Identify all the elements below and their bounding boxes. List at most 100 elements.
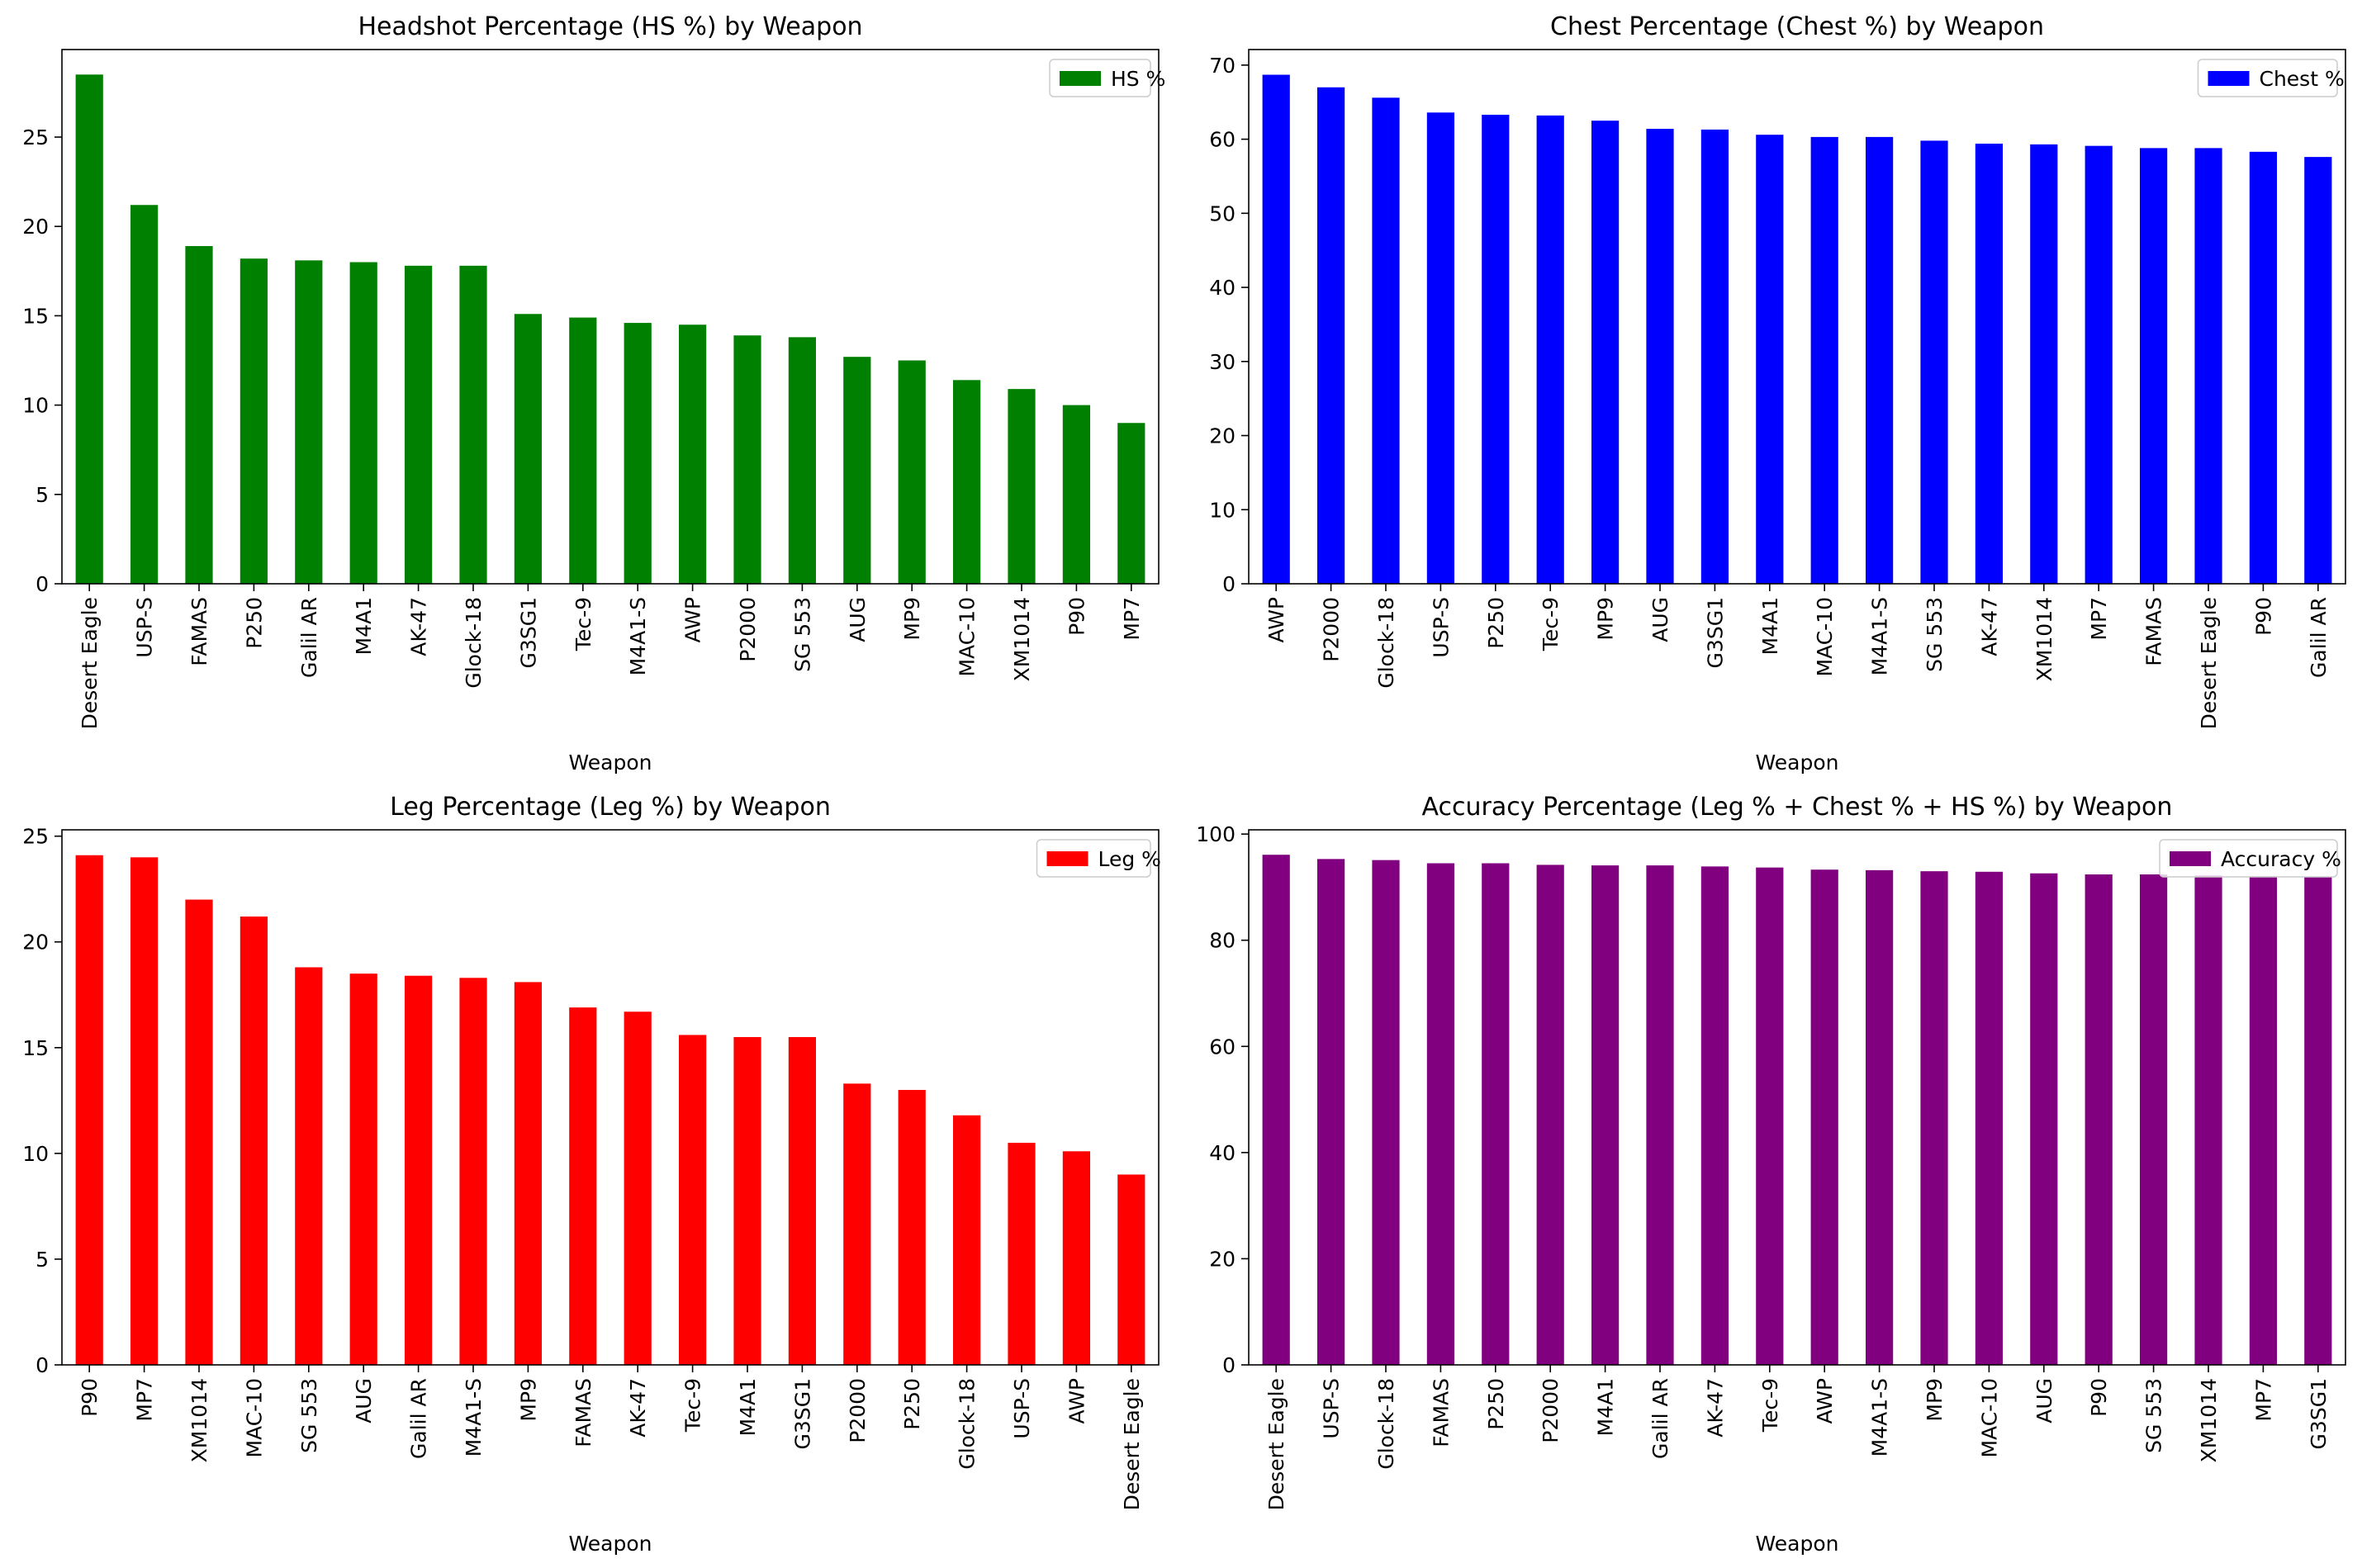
bar xyxy=(1426,863,1454,1365)
chart-panel-2: Chest Percentage (Chest %) by Weapon 0 10 2… xyxy=(1209,12,2346,775)
x-tick-label: MP7 xyxy=(1120,597,1144,641)
y-tick-label: 0 xyxy=(1222,572,1236,596)
axes-frame xyxy=(61,829,1160,1366)
x-tick-label: SG 553 xyxy=(1923,597,1947,672)
x-tick-label: M4A1-S xyxy=(462,1378,486,1457)
x-tick-label: P90 xyxy=(78,1378,102,1417)
bar xyxy=(130,857,159,1365)
x-tick-label: Glock-18 xyxy=(462,597,486,689)
x-tick-label: Galil AR xyxy=(1648,1378,1672,1459)
x-tick-label: P250 xyxy=(1484,1378,1508,1430)
bar xyxy=(1372,97,1400,584)
x-tick-label: Glock-18 xyxy=(1374,1378,1398,1470)
y-tick-label: 50 xyxy=(1209,201,1236,225)
x-tick-label: P250 xyxy=(900,1378,924,1430)
bar xyxy=(2140,148,2168,585)
x-tick-label: P2000 xyxy=(1539,1378,1563,1443)
x-tick-label: MAC-10 xyxy=(956,597,979,677)
x-tick-label: MAC-10 xyxy=(1977,1378,2001,1458)
x-tick-label: Glock-18 xyxy=(1374,597,1398,689)
y-tick-label: 25 xyxy=(22,825,49,849)
bar xyxy=(459,265,487,584)
bar xyxy=(1975,871,2003,1365)
x-tick-label: P250 xyxy=(242,597,266,649)
legend-label: Accuracy % xyxy=(2221,847,2341,871)
bar xyxy=(75,855,103,1365)
y-tick-label: 0 xyxy=(36,1353,49,1377)
bar xyxy=(1646,129,1674,584)
x-tick-label: MAC-10 xyxy=(1813,597,1837,677)
bar xyxy=(185,246,213,584)
bar xyxy=(1482,863,1510,1365)
chart-title: Headshot Percentage (HS %) by Weapon xyxy=(358,12,862,41)
x-tick-label: P2000 xyxy=(736,597,760,662)
x-tick-label: SG 553 xyxy=(2142,1378,2166,1453)
bar xyxy=(569,1007,597,1365)
bar xyxy=(843,1083,871,1365)
bar xyxy=(2085,874,2113,1365)
bar xyxy=(295,967,323,1365)
y-tick-label: 10 xyxy=(22,1142,49,1166)
y-tick-label: 15 xyxy=(22,304,49,328)
x-axis-label: Weapon xyxy=(1756,751,1839,775)
bar xyxy=(1317,87,1345,584)
x-tick-label: P90 xyxy=(2087,1378,2111,1417)
bar xyxy=(514,314,542,584)
x-tick-label: Desert Eagle xyxy=(1264,1378,1288,1510)
x-tick-label: Galil AR xyxy=(2307,597,2331,678)
x-axis-label: Weapon xyxy=(1756,1532,1839,1556)
x-tick-label: P2000 xyxy=(846,1378,870,1443)
bar xyxy=(405,975,433,1365)
bar xyxy=(1008,1143,1036,1365)
x-tick-label: FAMAS xyxy=(572,1378,595,1447)
bar xyxy=(679,1035,707,1365)
chart-title: Leg Percentage (Leg %) by Weapon xyxy=(390,793,831,822)
bar xyxy=(349,973,377,1365)
axes-frame xyxy=(1248,49,2346,585)
bar xyxy=(1536,115,1564,584)
bar xyxy=(240,917,268,1365)
bar xyxy=(295,260,323,584)
chart-panel-4: Accuracy Percentage (Leg % + Chest % + H… xyxy=(1196,793,2346,1556)
legend-label: Leg % xyxy=(1098,847,1161,871)
bar xyxy=(624,323,652,584)
bar xyxy=(2140,874,2168,1365)
bar xyxy=(1700,866,1729,1365)
bar xyxy=(1317,859,1345,1365)
chart-title: Chest Percentage (Chest %) by Weapon xyxy=(1550,12,2044,41)
x-tick-label: AK-47 xyxy=(1703,1378,1727,1438)
x-axis-label: Weapon xyxy=(569,751,652,775)
bar xyxy=(733,1037,761,1365)
bar xyxy=(1866,136,1894,584)
y-tick-label: 80 xyxy=(1209,929,1236,953)
x-tick-label: MP9 xyxy=(900,597,924,641)
bar xyxy=(1646,865,1674,1365)
bar xyxy=(679,324,707,584)
x-tick-label: XM1014 xyxy=(187,1378,211,1462)
legend-swatch xyxy=(2170,851,2211,866)
y-tick-label: 10 xyxy=(22,394,49,418)
bar xyxy=(1975,143,2003,584)
bar xyxy=(1700,129,1729,584)
y-tick-label: 25 xyxy=(22,126,49,149)
bar xyxy=(349,262,377,584)
bar xyxy=(459,978,487,1365)
x-tick-label: AUG xyxy=(352,1378,376,1424)
x-tick-label: AK-47 xyxy=(1977,597,2001,656)
bar xyxy=(1591,121,1620,584)
legend-label: HS % xyxy=(1111,67,1165,91)
x-tick-label: AK-47 xyxy=(407,597,431,656)
x-tick-label: G3SG1 xyxy=(790,1378,814,1449)
x-tick-label: Desert Eagle xyxy=(1120,1378,1144,1510)
x-tick-label: G3SG1 xyxy=(516,597,540,668)
x-tick-label: AWP xyxy=(1065,1378,1089,1424)
y-tick-label: 0 xyxy=(1222,1353,1236,1377)
y-tick-label: 20 xyxy=(22,931,49,955)
bar xyxy=(1810,869,1838,1365)
y-tick-label: 15 xyxy=(22,1036,49,1060)
bar xyxy=(1117,1174,1145,1365)
x-tick-label: FAMAS xyxy=(1429,1378,1453,1447)
bar xyxy=(898,1090,926,1365)
bar xyxy=(1262,74,1290,585)
